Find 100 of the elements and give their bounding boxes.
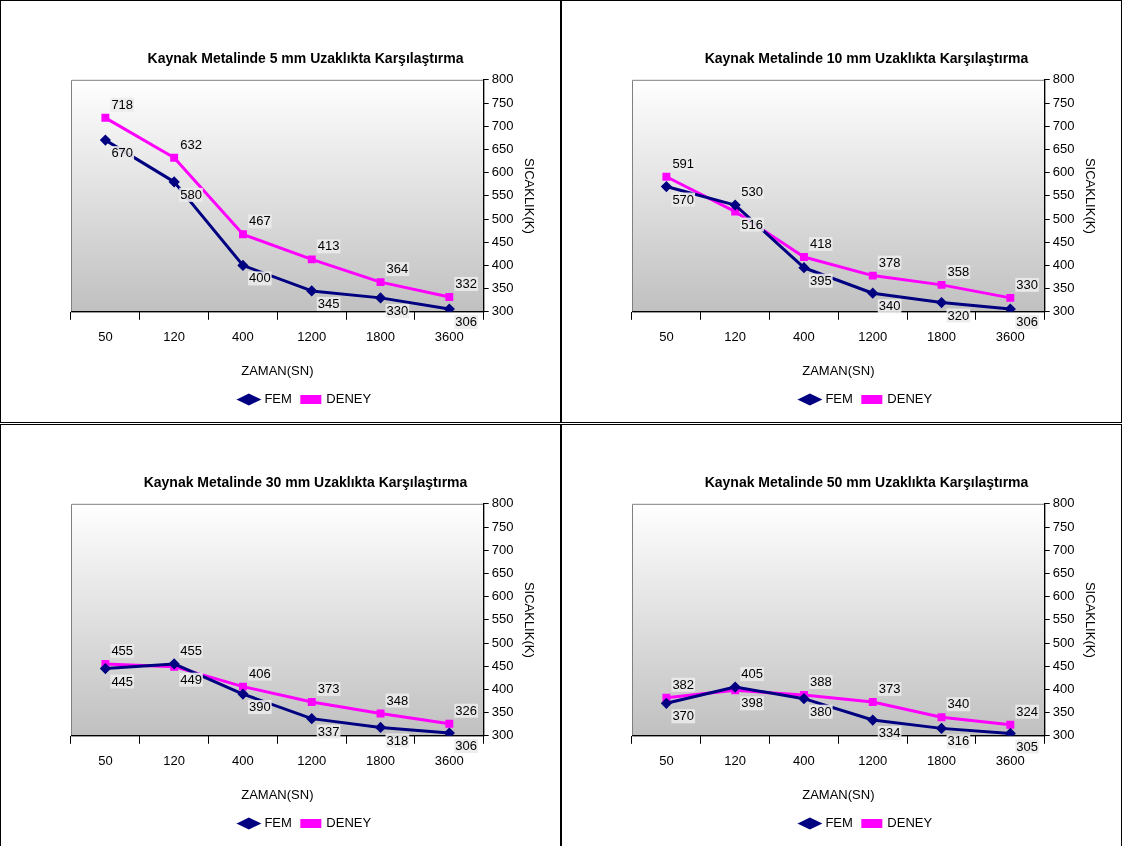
x-axis-title: ZAMAN(SN) bbox=[241, 786, 314, 802]
x-tick-label: 1800 bbox=[927, 753, 956, 769]
data-label: 348 bbox=[386, 692, 409, 708]
data-label: 380 bbox=[809, 703, 832, 719]
y-tick-label: 750 bbox=[1052, 94, 1075, 110]
data-label: 316 bbox=[947, 733, 970, 749]
x-tick-label: 1800 bbox=[366, 329, 395, 345]
y-tick-label: 600 bbox=[1052, 164, 1075, 180]
data-label: 382 bbox=[672, 676, 695, 692]
data-label: 516 bbox=[741, 216, 763, 232]
y-tick-label: 500 bbox=[491, 634, 514, 650]
data-label: 364 bbox=[386, 261, 409, 277]
y-tick-label: 550 bbox=[491, 611, 514, 627]
chart-title: Kaynak Metalinde 30 mm Uzaklıkta Karşılaştırma bbox=[143, 474, 468, 491]
data-label: 455 bbox=[111, 642, 134, 658]
y-tick-label: 700 bbox=[491, 117, 514, 133]
data-label: 305 bbox=[1016, 738, 1039, 754]
data-label: 413 bbox=[317, 238, 340, 254]
y-tick-label: 300 bbox=[1052, 303, 1075, 319]
y-tick-label: 350 bbox=[491, 280, 514, 296]
chart-title: Kaynak Metalinde 10 mm Uzaklıkta Karşılaştırma bbox=[704, 50, 1029, 67]
legend-label: FEM bbox=[264, 815, 292, 831]
data-label: 340 bbox=[878, 298, 901, 314]
data-label: 467 bbox=[248, 213, 271, 229]
data-label: 591 bbox=[672, 155, 695, 171]
data-label: 405 bbox=[741, 666, 763, 682]
y-tick-label: 500 bbox=[1052, 634, 1075, 650]
y-tick-label: 700 bbox=[1052, 541, 1075, 557]
y-tick-label: 700 bbox=[1052, 117, 1075, 133]
y-tick-label: 500 bbox=[491, 210, 514, 226]
data-label: 378 bbox=[878, 254, 901, 270]
x-tick-label: 3600 bbox=[995, 753, 1025, 769]
x-tick-label: 400 bbox=[232, 753, 254, 769]
y-axis-title: SICAKLIK(K) bbox=[521, 581, 537, 658]
data-label: 334 bbox=[878, 725, 901, 741]
y-tick-label: 750 bbox=[491, 94, 514, 110]
y-tick-label: 350 bbox=[1052, 280, 1075, 296]
y-tick-label: 300 bbox=[491, 727, 514, 743]
x-axis-title: ZAMAN(SN) bbox=[802, 786, 875, 802]
data-label: 332 bbox=[455, 276, 478, 292]
y-tick-label: 750 bbox=[1052, 518, 1075, 534]
x-tick-label: 120 bbox=[724, 329, 747, 345]
y-tick-label: 550 bbox=[1052, 611, 1075, 627]
data-label: 455 bbox=[180, 642, 202, 658]
x-tick-label: 1200 bbox=[858, 329, 888, 345]
data-label: 398 bbox=[741, 695, 763, 711]
chart-title: Kaynak Metalinde 50 mm Uzaklıkta Karşılaştırma bbox=[704, 474, 1029, 491]
x-tick-label: 400 bbox=[232, 329, 254, 345]
y-tick-label: 400 bbox=[491, 680, 514, 696]
x-tick-label: 50 bbox=[659, 329, 674, 345]
data-label: 388 bbox=[809, 674, 832, 690]
legend-label: FEM bbox=[825, 391, 853, 407]
x-tick-label: 1200 bbox=[297, 329, 327, 345]
y-axis-title: SICAKLIK(K) bbox=[521, 157, 537, 234]
y-axis-title: SICAKLIK(K) bbox=[1082, 157, 1098, 234]
x-tick-label: 50 bbox=[98, 329, 113, 345]
x-axis-title: ZAMAN(SN) bbox=[802, 362, 875, 378]
data-label: 337 bbox=[317, 723, 340, 739]
data-label: 373 bbox=[317, 681, 340, 697]
x-tick-label: 120 bbox=[163, 329, 186, 345]
data-label: 580 bbox=[180, 186, 202, 202]
data-label: 326 bbox=[455, 702, 478, 718]
x-tick-label: 1800 bbox=[927, 329, 956, 345]
legend-label: DENEY bbox=[887, 391, 933, 407]
data-label: 395 bbox=[809, 272, 832, 288]
y-tick-label: 600 bbox=[1052, 588, 1075, 604]
x-tick-label: 400 bbox=[793, 329, 815, 345]
legend-label: FEM bbox=[264, 391, 292, 407]
x-tick-label: 120 bbox=[163, 753, 186, 769]
x-tick-label: 3600 bbox=[434, 753, 464, 769]
data-label: 330 bbox=[1016, 276, 1039, 292]
x-tick-label: 50 bbox=[659, 753, 674, 769]
y-tick-label: 550 bbox=[1052, 187, 1075, 203]
x-tick-label: 3600 bbox=[995, 329, 1025, 345]
x-tick-label: 1200 bbox=[297, 753, 327, 769]
y-tick-label: 650 bbox=[1052, 564, 1075, 580]
data-label: 390 bbox=[248, 699, 271, 715]
y-tick-label: 450 bbox=[1052, 657, 1075, 673]
y-tick-label: 800 bbox=[491, 71, 514, 87]
y-tick-label: 400 bbox=[1052, 256, 1075, 272]
y-tick-label: 450 bbox=[1052, 233, 1075, 249]
data-label: 330 bbox=[386, 302, 409, 318]
y-tick-label: 600 bbox=[491, 164, 514, 180]
data-label: 445 bbox=[111, 673, 134, 689]
y-tick-label: 300 bbox=[491, 303, 514, 319]
data-label: 340 bbox=[947, 696, 970, 712]
y-tick-label: 650 bbox=[491, 564, 514, 580]
data-label: 400 bbox=[248, 270, 271, 286]
y-tick-label: 350 bbox=[491, 704, 514, 720]
chart-title: Kaynak Metalinde 5 mm Uzaklıkta Karşılaştırma bbox=[147, 50, 464, 67]
x-tick-label: 1200 bbox=[858, 753, 888, 769]
data-label: 373 bbox=[878, 681, 901, 697]
data-label: 345 bbox=[317, 296, 340, 311]
y-tick-label: 800 bbox=[491, 495, 514, 511]
y-tick-label: 450 bbox=[491, 657, 514, 673]
data-label: 406 bbox=[248, 665, 271, 681]
y-tick-label: 500 bbox=[1052, 210, 1075, 226]
data-label: 306 bbox=[455, 738, 478, 754]
y-tick-label: 800 bbox=[1052, 495, 1075, 511]
x-tick-label: 3600 bbox=[434, 329, 464, 345]
